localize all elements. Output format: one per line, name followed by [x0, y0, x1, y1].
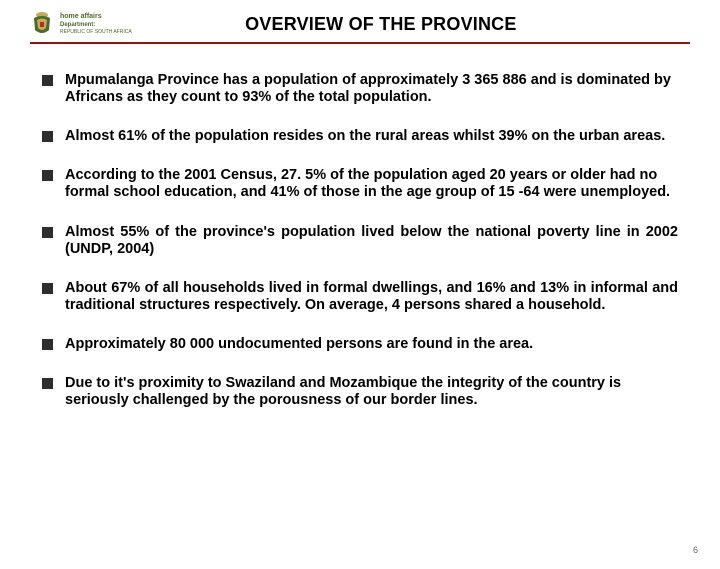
list-item: Approximately 80 000 undocumented person… [42, 336, 678, 353]
bullet-text: Mpumalanga Province has a population of … [65, 72, 678, 106]
list-item: About 67% of all households lived in for… [42, 280, 678, 314]
bullet-text: Almost 61% of the population resides on … [65, 128, 678, 145]
slide-title: OVERVIEW OF THE PROVINCE [132, 14, 690, 35]
bullet-list: Mpumalanga Province has a population of … [30, 72, 690, 409]
bullet-marker-icon [42, 75, 53, 86]
header-row: home affairs Department: REPUBLIC OF SOU… [30, 10, 690, 44]
bullet-text: According to the 2001 Census, 27. 5% of … [65, 167, 678, 201]
logo-text: home affairs Department: REPUBLIC OF SOU… [60, 13, 132, 35]
logo-line-1: Department: [60, 22, 132, 29]
bullet-text: Almost 55% of the province's population … [65, 224, 678, 258]
list-item: Due to it's proximity to Swaziland and M… [42, 375, 678, 409]
bullet-marker-icon [42, 339, 53, 350]
logo: home affairs Department: REPUBLIC OF SOU… [30, 10, 132, 38]
logo-line-2: home affairs [60, 13, 132, 21]
bullet-text: Due to it's proximity to Swaziland and M… [65, 375, 678, 409]
coat-of-arms-icon [30, 10, 54, 38]
list-item: Almost 61% of the population resides on … [42, 128, 678, 145]
bullet-marker-icon [42, 227, 53, 238]
slide: home affairs Department: REPUBLIC OF SOU… [0, 0, 720, 569]
list-item: According to the 2001 Census, 27. 5% of … [42, 167, 678, 201]
bullet-marker-icon [42, 283, 53, 294]
bullet-text: Approximately 80 000 undocumented person… [65, 336, 678, 353]
list-item: Mpumalanga Province has a population of … [42, 72, 678, 106]
bullet-marker-icon [42, 378, 53, 389]
bullet-marker-icon [42, 170, 53, 181]
bullet-marker-icon [42, 131, 53, 142]
list-item: Almost 55% of the province's population … [42, 224, 678, 258]
page-number: 6 [693, 545, 698, 555]
logo-line-3: REPUBLIC OF SOUTH AFRICA [60, 29, 132, 35]
bullet-text: About 67% of all households lived in for… [65, 280, 678, 314]
